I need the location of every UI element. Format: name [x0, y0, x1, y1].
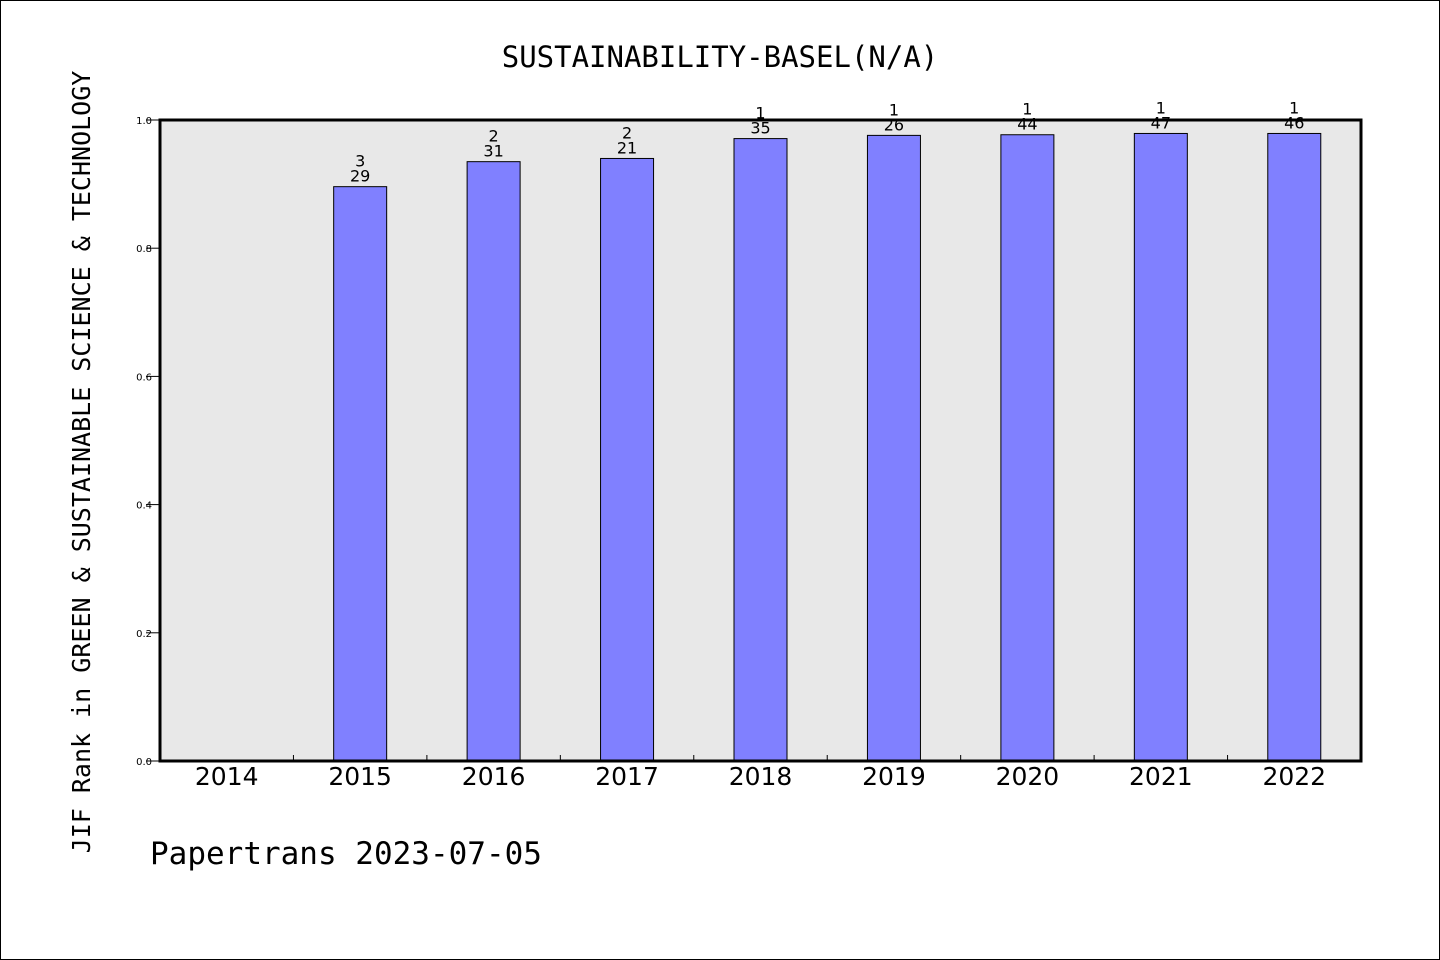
rank-label: 1	[889, 100, 899, 119]
bar-2022	[1267, 132, 1322, 762]
y-tick-label: 0.2	[136, 629, 152, 640]
rank-label: 1	[1156, 98, 1166, 117]
total-label: 35	[750, 119, 770, 138]
bar-2021	[1133, 132, 1188, 762]
total-label: 47	[1151, 113, 1171, 132]
total-label: 44	[1017, 115, 1037, 134]
rank-label: 1	[1022, 100, 1032, 119]
total-label: 46	[1284, 113, 1304, 132]
rank-label: 2	[622, 123, 632, 142]
x-tick-label: 2016	[462, 762, 526, 791]
y-tick-label: 0.6	[136, 372, 152, 383]
bar-2016	[466, 161, 521, 762]
x-tick-label: 2014	[195, 762, 259, 791]
y-tick-label: 0.0	[136, 757, 152, 768]
x-tick-label: 2019	[862, 762, 926, 791]
x-tick-label: 2020	[996, 762, 1060, 791]
y-tick-label: 0.4	[136, 501, 152, 512]
bar-2015	[333, 186, 388, 762]
x-tick-label: 2015	[328, 762, 392, 791]
x-tick-label: 2018	[729, 762, 793, 791]
bars-group	[333, 132, 1322, 762]
y-axis-label: JIF Rank in GREEN & SUSTAINABLE SCIENCE …	[67, 71, 96, 854]
rank-label: 1	[1289, 98, 1299, 117]
chart-title: SUSTAINABILITY-BASEL(N/A)	[502, 40, 939, 74]
y-ticks-group: 0.0 0.2 0.4 0.6 0.8 1.0	[136, 116, 160, 768]
x-tick-label: 2021	[1129, 762, 1193, 791]
total-label: 26	[884, 115, 904, 134]
rank-label: 2	[489, 127, 499, 146]
rank-label: 3	[355, 152, 365, 171]
x-ticks-group: 2014 2015 2016 2017 2018 2019 2020 2021 2022	[195, 755, 1326, 791]
footer-text: Papertrans 2023-07-05	[150, 836, 542, 872]
bar-2018	[733, 138, 788, 762]
bar-2019	[866, 134, 921, 762]
plot-border	[158, 118, 1363, 763]
total-label: 21	[617, 138, 637, 157]
x-tick-label: 2017	[595, 762, 659, 791]
total-label: 29	[350, 167, 370, 186]
x-tick-label: 2022	[1262, 762, 1326, 791]
bar-2017	[600, 157, 655, 762]
bar-2020	[1000, 134, 1055, 762]
rank-label: 1	[755, 104, 765, 123]
total-label: 31	[483, 142, 503, 161]
y-tick-label: 0.8	[136, 244, 152, 255]
y-tick-label: 1.0	[136, 116, 152, 127]
